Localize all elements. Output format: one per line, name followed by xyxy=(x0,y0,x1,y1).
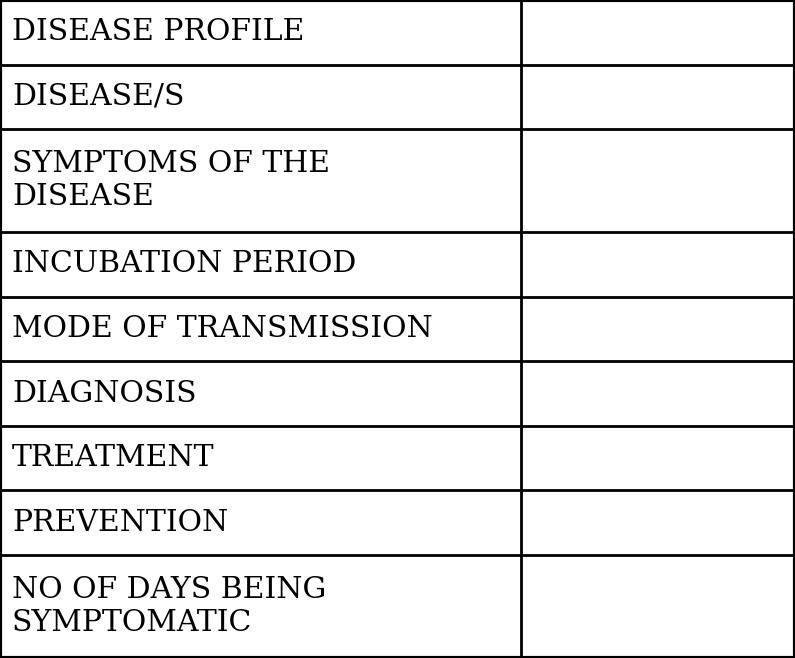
Text: SYMPTOMS OF THE
DISEASE: SYMPTOMS OF THE DISEASE xyxy=(12,150,330,211)
Text: TREATMENT: TREATMENT xyxy=(12,444,215,472)
Text: DIAGNOSIS: DIAGNOSIS xyxy=(12,380,196,407)
Text: PREVENTION: PREVENTION xyxy=(12,509,228,536)
Text: DISEASE/S: DISEASE/S xyxy=(12,83,184,111)
Text: INCUBATION PERIOD: INCUBATION PERIOD xyxy=(12,251,356,278)
Text: MODE OF TRANSMISSION: MODE OF TRANSMISSION xyxy=(12,315,432,343)
Text: NO OF DAYS BEING
SYMPTOMATIC: NO OF DAYS BEING SYMPTOMATIC xyxy=(12,576,326,637)
Text: DISEASE PROFILE: DISEASE PROFILE xyxy=(12,18,304,46)
